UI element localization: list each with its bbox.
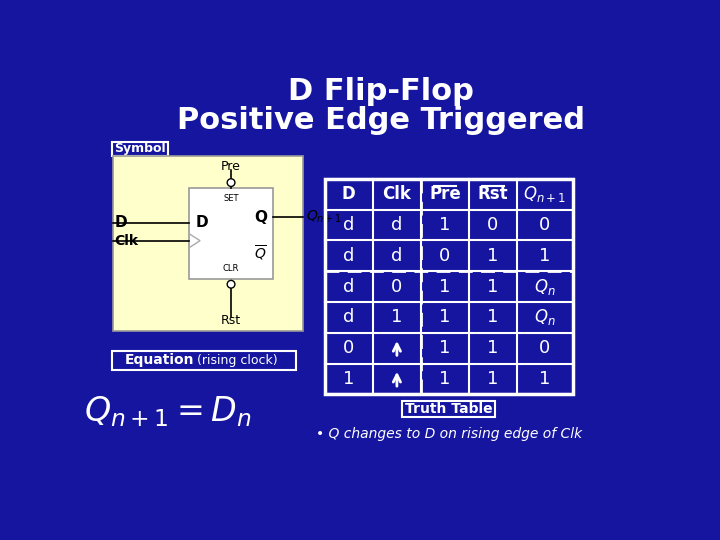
Text: D Flip-Flop: D Flip-Flop — [288, 77, 474, 106]
Bar — [189, 188, 273, 279]
Text: 1: 1 — [439, 278, 451, 295]
Bar — [421, 333, 469, 363]
Bar — [325, 179, 373, 210]
Bar — [517, 302, 573, 333]
Text: D: D — [114, 215, 127, 230]
Text: Clk: Clk — [114, 234, 138, 248]
Text: Equation: Equation — [125, 354, 194, 368]
Text: 1: 1 — [343, 370, 354, 388]
Text: d: d — [343, 216, 354, 234]
Text: Q: Q — [254, 210, 267, 225]
Text: (rising clock): (rising clock) — [197, 354, 278, 367]
Bar — [325, 302, 373, 333]
Bar — [421, 302, 469, 333]
Text: 1: 1 — [539, 247, 551, 265]
Text: 0: 0 — [539, 216, 551, 234]
Text: Truth Table: Truth Table — [405, 402, 492, 416]
Text: 1: 1 — [439, 216, 451, 234]
Text: 1: 1 — [487, 339, 499, 357]
Text: $Q_{n+1}$: $Q_{n+1}$ — [306, 209, 343, 225]
Text: 0: 0 — [439, 247, 451, 265]
Bar — [421, 210, 469, 240]
Text: Positive Edge Triggered: Positive Edge Triggered — [176, 106, 585, 135]
Text: 0: 0 — [539, 339, 551, 357]
Bar — [325, 363, 373, 394]
Bar — [469, 240, 517, 271]
Bar — [325, 271, 373, 302]
Text: Clk: Clk — [382, 185, 411, 203]
Text: d: d — [343, 308, 354, 326]
Bar — [373, 210, 421, 240]
Circle shape — [228, 179, 235, 186]
Bar — [469, 363, 517, 394]
Bar — [469, 302, 517, 333]
Bar — [421, 363, 469, 394]
Bar — [517, 271, 573, 302]
Bar — [373, 240, 421, 271]
Bar — [517, 210, 573, 240]
Bar — [112, 142, 168, 156]
Bar — [469, 271, 517, 302]
Text: 1: 1 — [391, 308, 402, 326]
Bar — [373, 333, 421, 363]
Text: Rst: Rst — [477, 185, 508, 203]
Text: 1: 1 — [487, 370, 499, 388]
Text: D: D — [342, 185, 356, 203]
Bar — [421, 271, 469, 302]
Text: $Q_n$: $Q_n$ — [534, 307, 556, 327]
Text: Symbol: Symbol — [114, 142, 166, 155]
Text: d: d — [391, 247, 402, 265]
Text: 1: 1 — [439, 370, 451, 388]
Bar — [325, 179, 573, 394]
Text: SET: SET — [223, 193, 239, 202]
Bar — [373, 179, 421, 210]
Bar — [469, 333, 517, 363]
Text: $Q_{n+1}$: $Q_{n+1}$ — [523, 184, 567, 204]
Text: 1: 1 — [539, 370, 551, 388]
Bar — [325, 240, 373, 271]
Bar — [469, 210, 517, 240]
Text: d: d — [343, 278, 354, 295]
Text: 1: 1 — [487, 247, 499, 265]
Text: • Q changes to D on rising edge of Clk: • Q changes to D on rising edge of Clk — [316, 427, 582, 441]
Text: 1: 1 — [439, 308, 451, 326]
Text: d: d — [391, 216, 402, 234]
Text: $Q_{n+1} = D_n$: $Q_{n+1} = D_n$ — [84, 394, 251, 429]
Text: $Q_n$: $Q_n$ — [534, 276, 556, 296]
Bar — [421, 179, 469, 210]
Bar — [373, 363, 421, 394]
Text: 1: 1 — [487, 278, 499, 295]
Text: d: d — [343, 247, 354, 265]
Bar — [517, 240, 573, 271]
Bar — [113, 156, 303, 331]
Text: Rst: Rst — [221, 314, 241, 327]
Text: D: D — [195, 215, 208, 230]
Text: 1: 1 — [487, 308, 499, 326]
Text: CLR: CLR — [223, 265, 239, 273]
Bar — [469, 179, 517, 210]
Text: $\overline{Q}$: $\overline{Q}$ — [254, 244, 267, 263]
Bar — [517, 333, 573, 363]
Bar — [402, 401, 495, 417]
Text: 1: 1 — [439, 339, 451, 357]
Bar — [373, 302, 421, 333]
Circle shape — [228, 280, 235, 288]
Text: 0: 0 — [487, 216, 499, 234]
Text: 0: 0 — [391, 278, 402, 295]
Bar — [517, 179, 573, 210]
Bar — [325, 210, 373, 240]
Text: Pre: Pre — [429, 185, 461, 203]
Bar — [421, 240, 469, 271]
Bar — [112, 351, 296, 370]
Bar — [373, 271, 421, 302]
Text: 0: 0 — [343, 339, 354, 357]
Bar — [517, 363, 573, 394]
Text: Pre: Pre — [221, 160, 241, 173]
Bar — [325, 333, 373, 363]
